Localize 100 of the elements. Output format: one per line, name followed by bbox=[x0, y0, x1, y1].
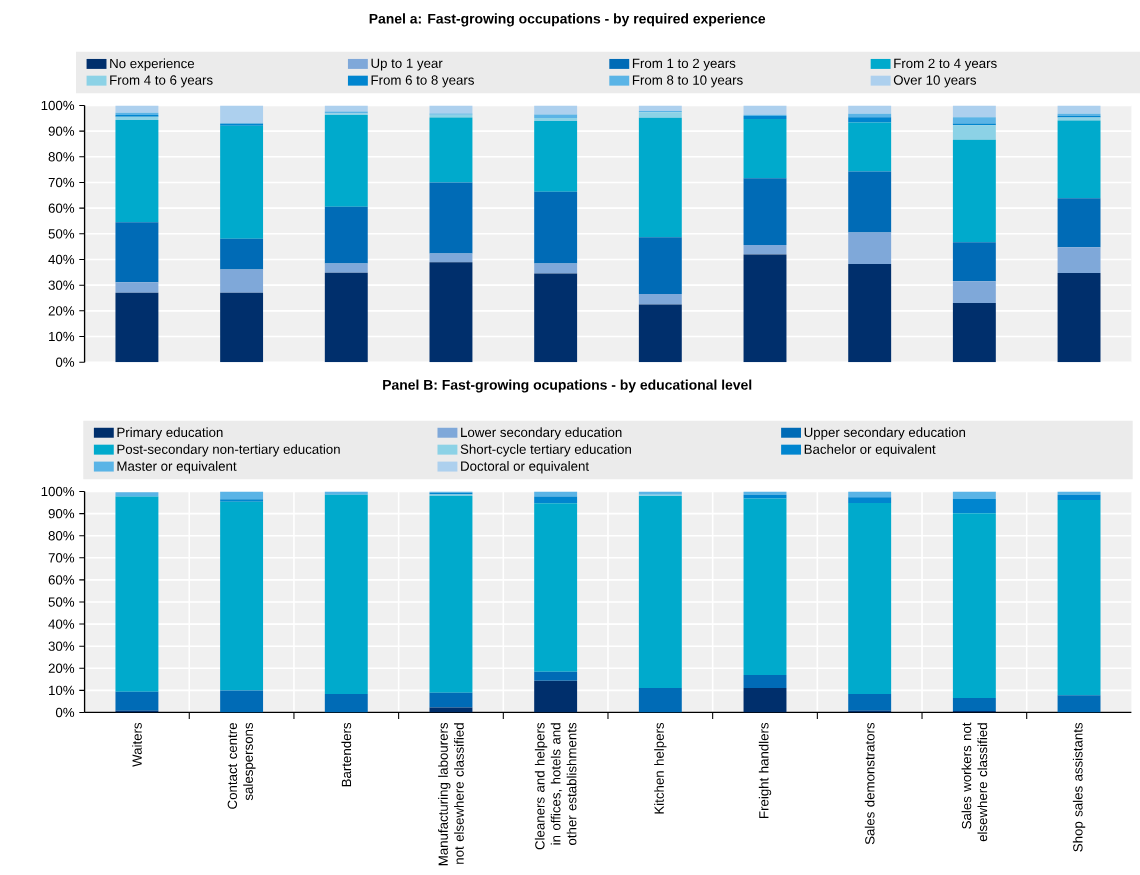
y-tick-label: 60% bbox=[48, 574, 75, 585]
bar bbox=[534, 671, 578, 681]
legend-label: From 1 to 2 years bbox=[632, 58, 736, 71]
bar bbox=[534, 263, 578, 274]
bar bbox=[952, 139, 996, 243]
bar bbox=[952, 491, 996, 499]
x-tick-label: Waiters bbox=[132, 722, 142, 767]
bar bbox=[324, 105, 368, 112]
bar bbox=[534, 191, 578, 264]
bar bbox=[324, 491, 368, 495]
bar bbox=[848, 105, 892, 114]
y-tick-label: 70% bbox=[48, 177, 75, 187]
bar bbox=[848, 117, 892, 123]
bar bbox=[743, 105, 787, 115]
y-tick-label: 60% bbox=[48, 203, 75, 213]
bar bbox=[1057, 494, 1101, 500]
legend-label: From 4 to 6 years bbox=[110, 75, 213, 88]
y-tick-label: 0% bbox=[55, 707, 75, 717]
bar bbox=[324, 263, 368, 273]
y-tick-label: 80% bbox=[48, 151, 75, 162]
chart-title: Panel B: Fast-growing ocupations - by educational level bbox=[383, 379, 752, 393]
bar bbox=[115, 292, 159, 362]
bar bbox=[952, 242, 996, 282]
bar bbox=[220, 105, 264, 124]
bar bbox=[952, 125, 996, 140]
bar bbox=[115, 119, 159, 223]
bar bbox=[220, 238, 264, 270]
bar bbox=[429, 262, 473, 362]
legend-label: Primary education bbox=[117, 427, 223, 440]
bar bbox=[220, 125, 264, 239]
bar bbox=[534, 496, 578, 504]
bar bbox=[220, 491, 264, 500]
bar bbox=[952, 512, 996, 698]
legend-label: Bachelor or equivalent bbox=[804, 443, 936, 457]
bar bbox=[638, 111, 682, 118]
bar bbox=[638, 293, 682, 305]
y-tick-label: 90% bbox=[48, 508, 75, 519]
bar bbox=[324, 114, 368, 207]
legend-label: Master or equivalent bbox=[117, 460, 237, 474]
bar bbox=[534, 503, 578, 672]
y-tick-label: 50% bbox=[48, 597, 75, 607]
bar bbox=[743, 494, 787, 499]
y-tick-label: 0% bbox=[55, 357, 75, 367]
bar bbox=[429, 495, 473, 693]
bar bbox=[952, 105, 996, 118]
legend-label: From 8 to 10 years bbox=[632, 75, 743, 88]
bar bbox=[324, 494, 368, 694]
y-tick-label: 90% bbox=[48, 126, 75, 136]
bar bbox=[848, 122, 892, 172]
bar bbox=[1057, 197, 1101, 247]
bar bbox=[743, 178, 787, 245]
y-tick-label: 100% bbox=[41, 486, 75, 497]
x-tick-label: Manufacturing labourers not elsewhere classified bbox=[438, 722, 464, 865]
bar bbox=[115, 222, 159, 283]
bar bbox=[220, 690, 264, 713]
bar bbox=[638, 687, 682, 713]
bar bbox=[324, 206, 368, 264]
y-tick-label: 30% bbox=[48, 641, 75, 651]
bar bbox=[534, 120, 578, 192]
bar bbox=[638, 117, 682, 237]
x-tick-label: Bartenders bbox=[341, 722, 352, 787]
x-tick-label: Contact centre salespersons bbox=[227, 722, 256, 809]
bar bbox=[534, 680, 578, 713]
bar bbox=[429, 253, 473, 263]
bar bbox=[1057, 120, 1101, 198]
bar bbox=[220, 123, 264, 126]
bar bbox=[848, 263, 892, 362]
bar bbox=[743, 674, 787, 688]
bar bbox=[220, 269, 264, 293]
bar bbox=[1057, 105, 1101, 114]
bar bbox=[743, 687, 787, 713]
bar bbox=[429, 692, 473, 708]
bar bbox=[115, 691, 159, 711]
bar bbox=[952, 302, 996, 362]
x-tick-label: Freight handlers bbox=[758, 722, 772, 818]
bar bbox=[115, 496, 159, 692]
x-tick-label: Kitchen helpers bbox=[654, 722, 667, 814]
chart-title: Panel a: Fast-growing occupations - by required experience bbox=[369, 13, 766, 27]
legend-label: Up to 1 year bbox=[371, 58, 443, 71]
bar bbox=[1057, 695, 1101, 713]
bar bbox=[952, 117, 996, 124]
legend-label: Over 10 years bbox=[893, 75, 977, 88]
bar bbox=[848, 232, 892, 264]
bar bbox=[429, 117, 473, 183]
bar bbox=[1057, 491, 1101, 495]
bar bbox=[115, 282, 159, 293]
bar bbox=[115, 105, 159, 113]
legend-label: Doctoral or equivalent bbox=[461, 460, 589, 474]
bar bbox=[952, 281, 996, 303]
legend-label: Post-secondary non-tertiary education bbox=[117, 443, 340, 457]
bar bbox=[743, 244, 787, 255]
bar bbox=[848, 693, 892, 711]
y-tick-label: 100% bbox=[41, 100, 75, 110]
bar bbox=[743, 254, 787, 362]
bar bbox=[638, 236, 682, 294]
bar bbox=[638, 304, 682, 362]
bar bbox=[324, 693, 368, 713]
bar bbox=[848, 497, 892, 503]
x-tick-label: Cleaners and helpers in offices, hotels and other establishments bbox=[534, 722, 577, 850]
y-tick-label: 20% bbox=[48, 663, 75, 673]
